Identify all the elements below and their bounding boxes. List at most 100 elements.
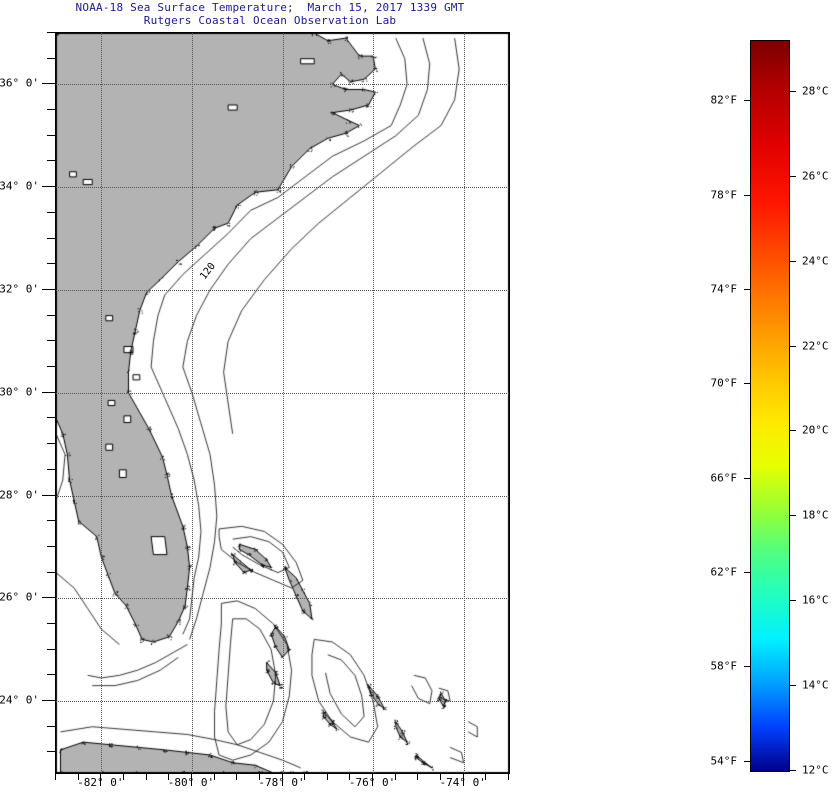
latitude-label: 34° 0': [0, 180, 39, 193]
colorbar-tick-fahrenheit: [744, 289, 751, 290]
latitude-label: 32° 0': [0, 282, 39, 295]
latitude-minor-tick: [47, 238, 55, 239]
colorbar-tick-fahrenheit: [744, 761, 751, 762]
latitude-minor-tick: [47, 135, 55, 136]
colorbar-tick-celsius: [789, 176, 796, 177]
gridline-horizontal: [56, 84, 509, 85]
latitude-label: 26° 0': [0, 591, 39, 604]
colorbar-tick-fahrenheit: [744, 572, 751, 573]
latitude-label: 24° 0': [0, 694, 39, 707]
latitude-major-tick: [42, 392, 55, 393]
colorbar-tick-celsius: [789, 600, 796, 601]
title-line-1: NOAA-18 Sea Surface Temperature; March 1…: [0, 1, 540, 14]
latitude-minor-tick: [47, 572, 55, 573]
latitude-minor-tick: [47, 443, 55, 444]
latitude-minor-tick: [47, 751, 55, 752]
colorbar-label-celsius: 12°C: [802, 764, 829, 777]
gridline-vertical: [373, 33, 374, 773]
colorbar-tick-fahrenheit: [744, 100, 751, 101]
colorbar-tick-celsius: [789, 91, 796, 92]
longitude-label: -76° 0': [349, 776, 395, 789]
longitude-label: -74° 0': [440, 776, 486, 789]
colorbar-label-fahrenheit: 70°F: [711, 377, 738, 390]
longitude-label: -78° 0': [258, 776, 304, 789]
gridline-vertical: [283, 33, 284, 773]
colorbar-tick-fahrenheit: [744, 383, 751, 384]
colorbar-celsius-ticks: [789, 40, 800, 772]
latitude-minor-tick: [47, 649, 55, 650]
colorbar-label-celsius: 24°C: [802, 254, 829, 267]
map-plot-area[interactable]: 120: [55, 32, 510, 774]
colorbar-label-celsius: 14°C: [802, 679, 829, 692]
latitude-minor-tick: [47, 340, 55, 341]
colorbar-tick-celsius: [789, 346, 796, 347]
colorbar-tick-celsius: [789, 261, 796, 262]
colorbar-tick-fahrenheit: [744, 666, 751, 667]
colorbar-label-fahrenheit: 66°F: [711, 471, 738, 484]
gridline-vertical: [464, 33, 465, 773]
colorbar-label-celsius: 18°C: [802, 509, 829, 522]
latitude-minor-tick: [47, 160, 55, 161]
colorbar-label-celsius: 26°C: [802, 169, 829, 182]
latitude-major-tick: [42, 700, 55, 701]
colorbar-tick-celsius: [789, 515, 796, 516]
colorbar-tick-fahrenheit: [744, 478, 751, 479]
colorbar-fahrenheit-ticks: [740, 40, 751, 772]
gridline-horizontal: [56, 701, 509, 702]
latitude-minor-tick: [47, 674, 55, 675]
gridline-vertical: [192, 33, 193, 773]
colorbar-tick-celsius: [789, 770, 796, 771]
latitude-minor-tick: [47, 32, 55, 33]
latitude-axis-labels: 36° 0' 34° 0' 32° 0' 30° 0' 28° 0' 26° 0' 24° …: [0, 32, 39, 774]
latitude-ticks: [41, 32, 55, 774]
colorbar-tick-fahrenheit: [744, 195, 751, 196]
colorbar-tick-celsius: [789, 430, 796, 431]
latitude-minor-tick: [47, 212, 55, 213]
latitude-minor-tick: [47, 546, 55, 547]
colorbar-label-fahrenheit: 74°F: [711, 282, 738, 295]
latitude-minor-tick: [47, 726, 55, 727]
chart-title: NOAA-18 Sea Surface Temperature; March 1…: [0, 1, 540, 27]
latitude-minor-tick: [47, 469, 55, 470]
colorbar-label-fahrenheit: 58°F: [711, 660, 738, 673]
latitude-minor-tick: [47, 58, 55, 59]
longitude-label: -80° 0': [168, 776, 214, 789]
gridline-horizontal: [56, 496, 509, 497]
latitude-major-tick: [42, 289, 55, 290]
latitude-major-tick: [42, 186, 55, 187]
gridline-horizontal: [56, 598, 509, 599]
colorbar-label-fahrenheit: 54°F: [711, 754, 738, 767]
latitude-label: 36° 0': [0, 77, 39, 90]
latitude-minor-tick: [47, 315, 55, 316]
longitude-label: -82° 0': [77, 776, 123, 789]
latitude-major-tick: [42, 597, 55, 598]
colorbar-tick-celsius: [789, 685, 796, 686]
colorbar-gradient: [751, 41, 789, 771]
title-line-2: Rutgers Coastal Ocean Observation Lab: [0, 14, 540, 27]
latitude-label: 28° 0': [0, 488, 39, 501]
colorbar-label-fahrenheit: 82°F: [711, 94, 738, 107]
gridline-horizontal: [56, 187, 509, 188]
latitude-minor-tick: [47, 366, 55, 367]
latitude-minor-tick: [47, 109, 55, 110]
colorbar-label-celsius: 16°C: [802, 594, 829, 607]
temperature-colorbar: 82°F 78°F 74°F 70°F 66°F 62°F 58°F 54°F 28°C 26°…: [700, 32, 832, 774]
colorbar-label-celsius: 28°C: [802, 84, 829, 97]
colorbar-label-fahrenheit: 78°F: [711, 188, 738, 201]
gridline-horizontal: [56, 393, 509, 394]
latitude-minor-tick: [47, 520, 55, 521]
longitude-axis-labels: -82° 0' -80° 0' -78° 0' -76° 0' -74° 0': [55, 776, 510, 792]
colorbar-label-celsius: 22°C: [802, 339, 829, 352]
latitude-label: 30° 0': [0, 385, 39, 398]
gridline-vertical: [101, 33, 102, 773]
latitude-minor-tick: [47, 623, 55, 624]
latitude-major-tick: [42, 83, 55, 84]
latitude-minor-tick: [47, 417, 55, 418]
colorbar-label-celsius: 20°C: [802, 424, 829, 437]
gridline-horizontal: [56, 290, 509, 291]
colorbar-celsius-labels: 28°C 26°C 24°C 22°C 20°C 18°C 16°C 14°C 12°C: [802, 40, 832, 772]
colorbar-bar: [750, 40, 790, 772]
latitude-minor-tick: [47, 263, 55, 264]
colorbar-fahrenheit-labels: 82°F 78°F 74°F 70°F 66°F 62°F 58°F 54°F: [700, 40, 737, 772]
colorbar-label-fahrenheit: 62°F: [711, 565, 738, 578]
